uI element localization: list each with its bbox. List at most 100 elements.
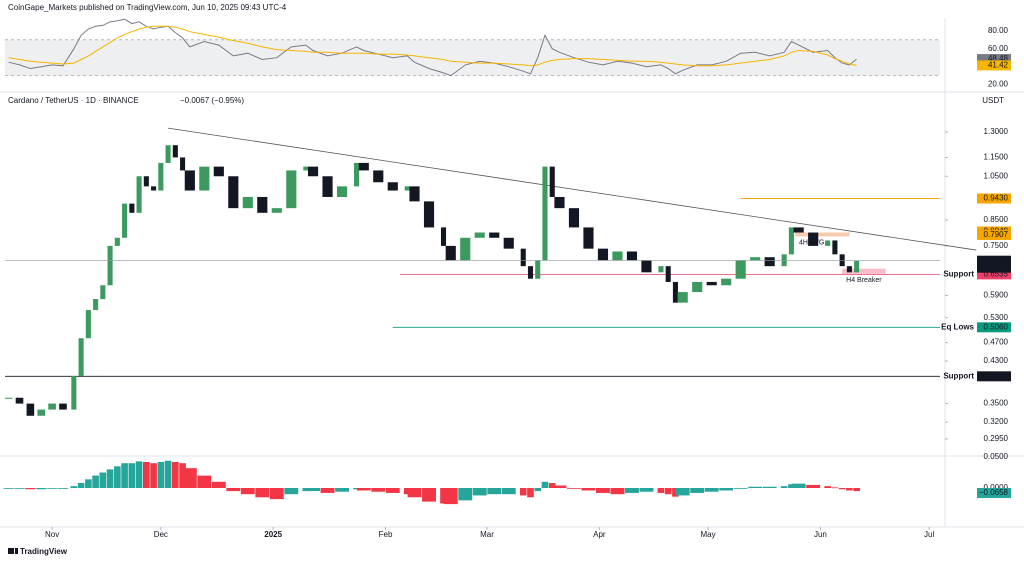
candle [527,266,534,279]
candle [228,176,239,209]
y-tick-label: 0.3200 [984,417,1009,426]
x-tick-label: May [700,530,715,539]
macd-bar [36,487,47,490]
macd-bar [14,487,25,489]
macd-bar [625,487,639,493]
y-tick-label: 0.5900 [984,291,1009,300]
candle [26,403,35,416]
candle [93,299,99,311]
candle [839,254,845,267]
macd-bar [831,487,839,489]
macd-bar [780,486,788,488]
macd-bar [143,461,150,488]
candle [271,208,282,213]
macd-bar [403,487,411,495]
candle [568,208,580,228]
macd-bar [157,461,165,488]
candle [242,196,253,209]
macd-bar [407,487,422,498]
macd-bar [46,487,58,489]
macd-bar [25,487,36,490]
macd-bar [269,487,284,500]
macd-bar [440,487,447,504]
candle [172,145,178,158]
candle [180,157,186,171]
macd-bar [226,487,241,492]
macd-bar [135,461,143,488]
y-tick-label: 0.8500 [984,215,1009,224]
candle [48,403,56,410]
candle [583,227,594,249]
macd-bar [255,487,270,498]
candle [322,176,333,197]
y-tick-label: 0.4300 [984,356,1009,365]
chart-title: Cardano / TetherUS · 1D · BINANCE [8,96,139,105]
candle [612,251,623,261]
candle [626,251,638,261]
macd-bar [335,487,349,492]
x-tick-label: Jul [924,530,934,539]
macd-bar [838,487,846,490]
macd-bar [458,487,473,501]
macd-bar [733,487,748,489]
candle [440,227,447,246]
y-tick-label: 1.1500 [984,153,1009,162]
candle [846,266,852,273]
macd-bar [320,487,335,493]
y-tick-label: 0.5300 [984,313,1009,322]
macd-bar [197,475,212,488]
candle [781,254,787,267]
macd-bar [501,487,516,495]
candle [721,278,732,286]
candle [404,186,410,191]
candle [535,260,541,279]
candle [358,162,369,171]
candle [165,145,171,163]
macd-bar [385,487,400,493]
macd-bar [639,487,654,492]
candle [4,397,13,399]
macd-bar [302,487,310,492]
x-tick-label: 2025 [264,530,282,539]
macd-bar [70,486,78,488]
candle [445,245,456,261]
macd-tick-label: 0.0000 [984,483,1009,492]
macd-bar [85,479,92,488]
candle [677,292,688,303]
macd-bar [791,483,806,488]
macd-bar [846,487,853,491]
macd-bar [527,487,534,498]
x-tick-label: Mar [480,530,494,539]
rsi-band [5,39,940,76]
mark-price: 0.9430 [984,194,1009,203]
y-tick-label: 0.2950 [984,434,1009,443]
macd-bar [567,487,581,489]
rsi-last: 48.48 [988,54,1009,63]
macd-bar [762,486,777,488]
candle [373,170,384,183]
candle [136,176,142,213]
level-price: 0.5060 [984,322,1009,331]
macd-bar [356,487,371,491]
macd-bar [690,487,705,493]
price-box [977,269,1011,280]
macd-bar [422,487,436,502]
candle [641,260,652,273]
macd-bar [581,487,596,491]
price-box [977,487,1011,498]
y-tick-label: 0.7500 [984,241,1009,250]
macd-bar [534,487,542,492]
candle [542,166,548,261]
candle [474,232,485,238]
level-label: Eq Lows [941,322,974,331]
rsi-tick-label: 60.00 [988,44,1009,53]
price-box [977,229,1011,240]
candle [825,240,831,246]
macd-bar [472,487,487,496]
candle [37,409,46,416]
candle [158,162,164,191]
candle [658,266,664,273]
x-tick-label: Dec [154,530,168,539]
candle [59,403,67,410]
macd-bar [182,468,197,488]
